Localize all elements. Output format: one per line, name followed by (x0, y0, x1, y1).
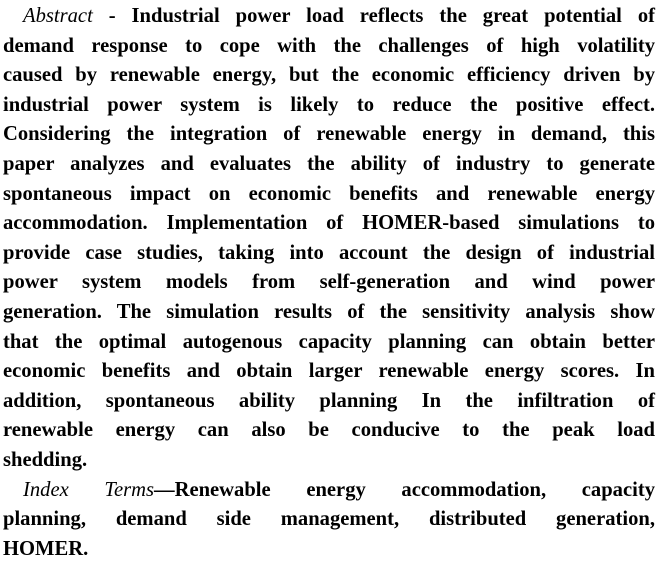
index-terms-paragraph: Index Terms—Renewable energy accommodati… (3, 476, 655, 564)
abstract-line: accommodation. Implementation of HOMER-b… (3, 209, 655, 239)
abstract-line: provide case studies, taking into accoun… (3, 239, 655, 269)
index-terms-line: Index Terms—Renewable energy accommodati… (3, 476, 655, 506)
abstract-line: caused by renewable energy, but the econ… (3, 61, 655, 91)
abstract-line: power system models from self-generation… (3, 268, 655, 298)
abstract-line: Considering the integration of renewable… (3, 120, 655, 150)
abstract-line: that the optimal autogenous capacity pla… (3, 328, 655, 358)
abstract-line: shedding. (3, 446, 655, 476)
abstract-line: industrial power system is likely to red… (3, 91, 655, 121)
abstract-heading: Abstract (23, 5, 93, 27)
index-terms-line: planning, demand side management, distri… (3, 505, 655, 535)
abstract-line: generation. The simulation results of th… (3, 298, 655, 328)
abstract-line: paper analyzes and evaluates the ability… (3, 150, 655, 180)
abstract-line: demand response to cope with the challen… (3, 32, 655, 62)
abstract-line: Abstract - Industrial power load reflect… (3, 2, 655, 32)
index-terms-line-text: —Renewable energy accommodation, capacit… (154, 479, 655, 501)
abstract-line-text: - Industrial power load reflects the gre… (93, 5, 655, 27)
index-terms-line: HOMER. (3, 535, 655, 564)
index-terms-heading: Index Terms (23, 479, 154, 501)
abstract-line: addition, spontaneous ability planning I… (3, 387, 655, 417)
abstract-paragraph: Abstract - Industrial power load reflect… (3, 2, 655, 476)
abstract-line: economic benefits and obtain larger rene… (3, 357, 655, 387)
abstract-line: renewable energy can also be conducive t… (3, 416, 655, 446)
abstract-line: spontaneous impact on economic benefits … (3, 180, 655, 210)
